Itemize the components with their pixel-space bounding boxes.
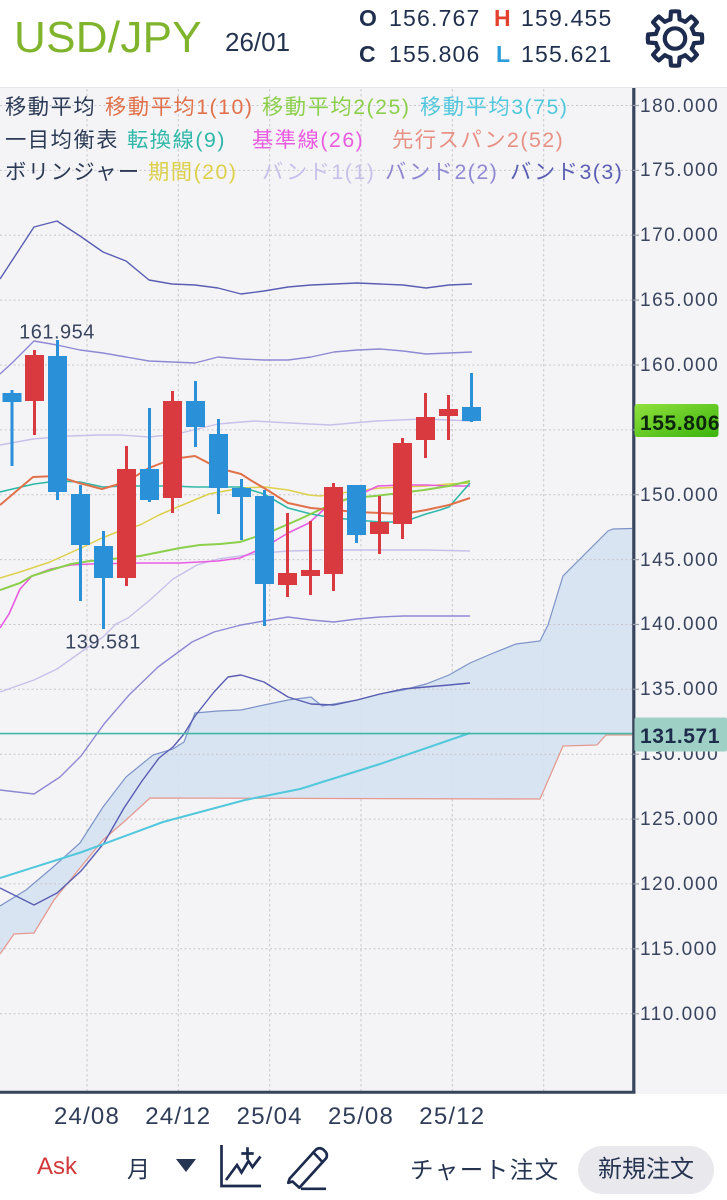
svg-text:145.000: 145.000	[640, 550, 719, 571]
svg-text:161.954: 161.954	[19, 322, 95, 344]
svg-text:120.000: 120.000	[640, 874, 719, 895]
svg-text:期間(20): 期間(20)	[148, 160, 237, 184]
svg-text:25/04: 25/04	[237, 1103, 303, 1130]
svg-text:115.000: 115.000	[640, 939, 718, 960]
svg-text:移動平均1(10): 移動平均1(10)	[105, 95, 253, 119]
svg-text:移動平均2(25): 移動平均2(25)	[262, 95, 410, 119]
svg-text:140.000: 140.000	[640, 614, 719, 635]
svg-text:ボリンジャー: ボリンジャー	[5, 160, 141, 184]
svg-text:165.000: 165.000	[640, 290, 719, 311]
svg-text:バンド2(2): バンド2(2)	[385, 160, 498, 184]
svg-text:155.806: 155.806	[640, 412, 720, 435]
svg-text:160.000: 160.000	[640, 355, 719, 376]
svg-text:110.000: 110.000	[640, 1004, 718, 1025]
svg-text:一目均衡表: 一目均衡表	[5, 128, 119, 152]
svg-text:175.000: 175.000	[640, 160, 719, 181]
svg-text:25/08: 25/08	[328, 1103, 394, 1130]
svg-text:24/08: 24/08	[54, 1103, 120, 1130]
svg-text:24/12: 24/12	[145, 1103, 211, 1130]
svg-text:135.000: 135.000	[640, 679, 719, 700]
svg-text:25/12: 25/12	[419, 1103, 485, 1130]
svg-text:基準線(26): 基準線(26)	[252, 128, 364, 152]
svg-text:180.000: 180.000	[640, 96, 719, 117]
svg-text:バンド1(1): バンド1(1)	[262, 160, 375, 184]
svg-text:移動平均: 移動平均	[5, 95, 96, 119]
svg-text:170.000: 170.000	[640, 225, 719, 246]
svg-text:先行スパン2(52): 先行スパン2(52)	[392, 128, 564, 152]
svg-text:131.571: 131.571	[640, 725, 720, 748]
svg-text:125.000: 125.000	[640, 809, 719, 830]
svg-text:転換線(9): 転換線(9)	[127, 128, 226, 152]
svg-text:150.000: 150.000	[640, 485, 719, 506]
svg-text:139.581: 139.581	[65, 632, 141, 654]
svg-text:バンド3(3): バンド3(3)	[510, 160, 623, 184]
svg-text:移動平均3(75): 移動平均3(75)	[420, 95, 568, 119]
